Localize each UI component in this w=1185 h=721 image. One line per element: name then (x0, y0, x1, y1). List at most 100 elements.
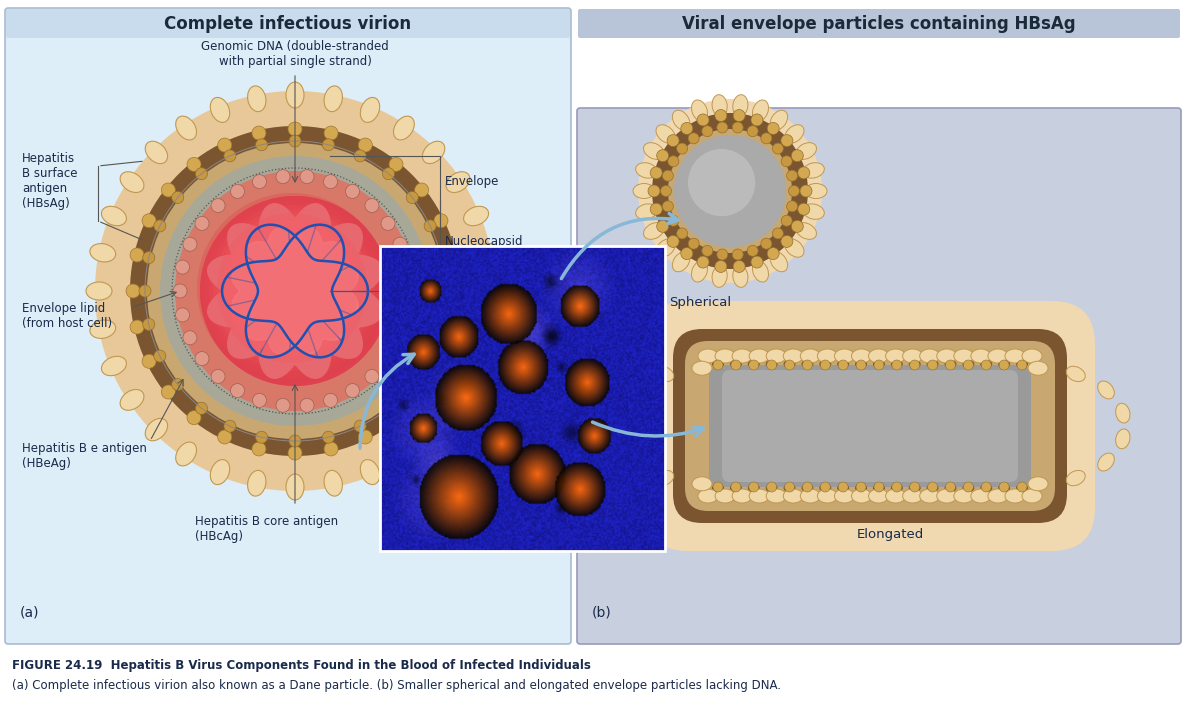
Ellipse shape (699, 252, 711, 261)
Ellipse shape (783, 360, 795, 368)
Ellipse shape (783, 484, 795, 492)
Circle shape (225, 221, 359, 355)
Ellipse shape (692, 361, 712, 375)
Ellipse shape (980, 360, 992, 368)
Ellipse shape (944, 360, 956, 368)
Circle shape (175, 308, 190, 322)
Circle shape (717, 122, 728, 133)
Ellipse shape (664, 153, 673, 164)
Circle shape (674, 135, 786, 247)
Ellipse shape (767, 489, 786, 503)
Circle shape (389, 157, 403, 172)
Ellipse shape (856, 360, 867, 368)
Ellipse shape (819, 484, 832, 492)
Ellipse shape (422, 418, 444, 441)
Ellipse shape (87, 282, 113, 300)
Circle shape (662, 170, 673, 181)
Circle shape (660, 185, 672, 197)
Circle shape (773, 228, 783, 239)
Ellipse shape (699, 121, 711, 131)
Ellipse shape (1021, 349, 1042, 363)
Circle shape (172, 379, 184, 391)
Ellipse shape (873, 484, 885, 492)
Circle shape (761, 238, 771, 249)
Circle shape (875, 482, 884, 492)
FancyBboxPatch shape (685, 341, 1055, 511)
Circle shape (784, 360, 794, 370)
Ellipse shape (800, 489, 820, 503)
Circle shape (781, 235, 793, 247)
Circle shape (211, 369, 225, 384)
Ellipse shape (795, 185, 805, 197)
Circle shape (358, 430, 372, 444)
Ellipse shape (386, 162, 399, 174)
Circle shape (1017, 360, 1027, 370)
Ellipse shape (954, 349, 974, 363)
Circle shape (252, 394, 267, 407)
Circle shape (767, 123, 780, 134)
Circle shape (256, 431, 268, 443)
Ellipse shape (954, 489, 974, 503)
Circle shape (358, 138, 372, 152)
Ellipse shape (443, 319, 453, 333)
Circle shape (784, 482, 794, 492)
Ellipse shape (749, 121, 761, 131)
Ellipse shape (698, 349, 718, 363)
Ellipse shape (610, 403, 624, 423)
Ellipse shape (357, 427, 370, 438)
Circle shape (324, 394, 338, 407)
Ellipse shape (658, 202, 667, 213)
Ellipse shape (796, 223, 816, 239)
Text: (a): (a) (20, 606, 39, 620)
Ellipse shape (286, 82, 305, 108)
Ellipse shape (610, 429, 624, 448)
Circle shape (749, 360, 758, 370)
Ellipse shape (712, 484, 724, 492)
Circle shape (800, 185, 812, 197)
Circle shape (435, 319, 447, 330)
Ellipse shape (998, 360, 1010, 368)
Circle shape (999, 360, 1010, 370)
Ellipse shape (1005, 489, 1025, 503)
Circle shape (838, 482, 848, 492)
Circle shape (981, 482, 991, 492)
Ellipse shape (885, 489, 905, 503)
Ellipse shape (749, 489, 769, 503)
Circle shape (688, 133, 699, 143)
Circle shape (702, 125, 713, 137)
Ellipse shape (784, 125, 803, 143)
FancyBboxPatch shape (645, 301, 1095, 551)
Circle shape (382, 352, 395, 366)
FancyBboxPatch shape (709, 365, 1031, 487)
Ellipse shape (837, 360, 850, 368)
Circle shape (734, 260, 745, 273)
Ellipse shape (749, 252, 761, 261)
Circle shape (415, 183, 429, 197)
Circle shape (681, 123, 693, 134)
Circle shape (792, 150, 803, 162)
Ellipse shape (885, 349, 905, 363)
Circle shape (838, 360, 848, 370)
Circle shape (717, 249, 728, 260)
Ellipse shape (712, 265, 728, 288)
FancyBboxPatch shape (577, 108, 1181, 644)
Ellipse shape (787, 153, 796, 164)
Circle shape (963, 482, 973, 492)
Text: Viral envelope particles containing HBsAg: Viral envelope particles containing HBsA… (683, 15, 1076, 33)
Circle shape (276, 169, 290, 184)
Ellipse shape (672, 232, 683, 243)
Ellipse shape (478, 282, 504, 300)
Circle shape (154, 350, 166, 362)
Circle shape (200, 196, 390, 386)
Circle shape (224, 420, 236, 432)
Circle shape (182, 237, 197, 251)
Text: Genomic DNA (double-stranded
with partial single strand): Genomic DNA (double-stranded with partia… (201, 40, 389, 68)
Circle shape (767, 482, 776, 492)
Ellipse shape (1066, 470, 1085, 486)
Circle shape (767, 360, 776, 370)
Circle shape (196, 402, 207, 415)
Circle shape (999, 482, 1010, 492)
Ellipse shape (120, 172, 143, 193)
Ellipse shape (852, 489, 871, 503)
Ellipse shape (133, 284, 143, 298)
